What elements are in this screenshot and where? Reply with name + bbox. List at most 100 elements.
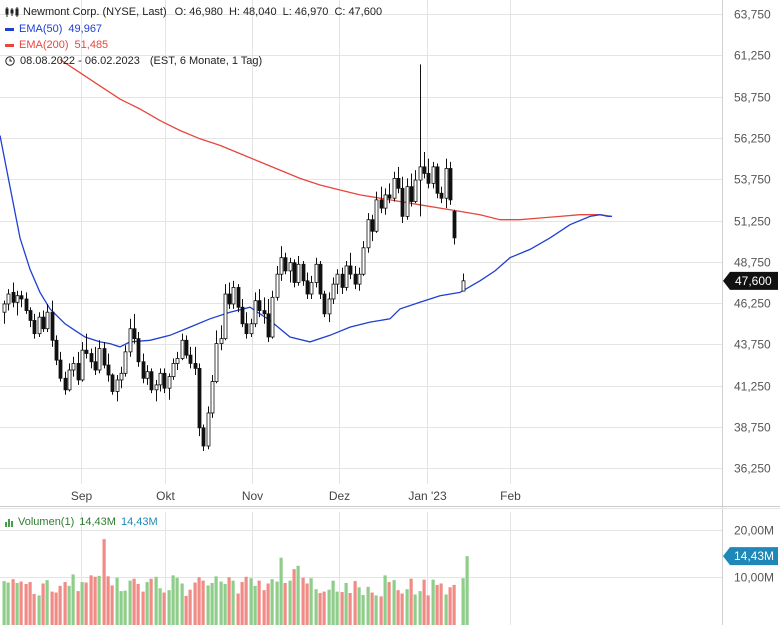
candle-body bbox=[301, 263, 306, 282]
volume-bar bbox=[283, 583, 287, 625]
volume-bar bbox=[292, 569, 296, 625]
period-note: (EST, 6 Monate, 1 Tag) bbox=[149, 55, 263, 67]
volume-bar bbox=[227, 577, 231, 625]
y-tick-label: 41,250 bbox=[734, 380, 771, 394]
candle bbox=[405, 178, 410, 220]
candle-body bbox=[275, 273, 280, 298]
candle bbox=[439, 186, 444, 204]
candle bbox=[141, 353, 146, 384]
candle-body bbox=[76, 363, 81, 381]
ema50-swatch bbox=[5, 27, 14, 31]
candle bbox=[452, 209, 457, 245]
volume-bar bbox=[379, 596, 383, 625]
candle-body bbox=[279, 257, 284, 275]
volume-bar bbox=[184, 595, 188, 625]
candle bbox=[357, 267, 362, 291]
candle bbox=[379, 186, 384, 214]
candle-body bbox=[93, 361, 98, 371]
volume-bar bbox=[58, 585, 62, 625]
candle bbox=[244, 312, 249, 339]
candle-body bbox=[435, 166, 440, 194]
candle-body bbox=[227, 293, 232, 305]
candles-icon bbox=[5, 7, 19, 17]
candle bbox=[374, 191, 379, 233]
candle bbox=[426, 158, 431, 189]
candle bbox=[366, 213, 371, 253]
candle bbox=[171, 358, 176, 380]
ema200-legend[interactable]: EMA(200) 51,485 bbox=[5, 39, 108, 51]
candle-body bbox=[115, 379, 120, 392]
candle-body bbox=[67, 369, 72, 391]
candle-body bbox=[331, 283, 336, 300]
candle bbox=[19, 290, 24, 308]
volume-bar bbox=[257, 580, 261, 625]
volume-bar bbox=[149, 578, 153, 625]
candle-body bbox=[162, 372, 167, 389]
candle bbox=[167, 373, 172, 400]
candle bbox=[387, 183, 392, 204]
volume-label: Volumen(1) bbox=[18, 516, 75, 528]
volume-bar bbox=[84, 582, 88, 625]
close-label: C: bbox=[334, 6, 346, 18]
volume-bar bbox=[210, 583, 214, 625]
volume-bar bbox=[24, 583, 28, 625]
high-value: 48,040 bbox=[242, 6, 277, 18]
volume-bar bbox=[340, 592, 344, 625]
x-tick-label: Okt bbox=[156, 489, 175, 503]
candle bbox=[63, 371, 68, 395]
candle-body bbox=[270, 296, 275, 338]
candle-body bbox=[219, 338, 224, 344]
volume-legend[interactable]: Volumen(1) 14,43M 14,43M bbox=[5, 516, 158, 528]
volume-bar bbox=[141, 591, 145, 625]
volume-bar bbox=[357, 587, 361, 625]
candle bbox=[102, 341, 107, 369]
volume-bar bbox=[266, 583, 270, 625]
candle-body bbox=[439, 192, 444, 199]
volume-bar bbox=[2, 581, 6, 625]
candle-body bbox=[32, 320, 37, 335]
y-tick-label: 48,750 bbox=[734, 256, 771, 270]
volume-bar bbox=[331, 580, 335, 625]
candle-body bbox=[309, 282, 314, 295]
candle-body bbox=[193, 363, 198, 369]
period-range: 08.08.2022 - 06.02.2023 bbox=[20, 55, 140, 67]
candle-body bbox=[197, 367, 202, 429]
symbol-label: Newmont Corp. (NYSE, Last) bbox=[23, 6, 167, 18]
candle bbox=[296, 256, 301, 286]
volume-bar bbox=[15, 583, 19, 625]
candle bbox=[392, 171, 397, 202]
candle-body bbox=[340, 273, 345, 288]
candle bbox=[149, 368, 154, 394]
candle-body bbox=[422, 166, 427, 174]
candle bbox=[188, 346, 193, 369]
candle bbox=[322, 290, 327, 318]
candle-body bbox=[379, 199, 384, 209]
candle-body bbox=[344, 265, 349, 288]
candle bbox=[348, 252, 353, 280]
candle-body bbox=[89, 353, 94, 363]
candle-body bbox=[11, 291, 16, 303]
candle-body bbox=[244, 323, 249, 335]
volume-bar bbox=[54, 592, 58, 625]
candle bbox=[24, 292, 29, 314]
candle-body bbox=[400, 187, 405, 217]
candle bbox=[214, 330, 219, 384]
candle-body bbox=[184, 339, 189, 356]
x-tick-label: Jan '23 bbox=[408, 489, 447, 503]
candle-body bbox=[396, 178, 401, 189]
candle-body bbox=[136, 338, 141, 363]
candle-body bbox=[374, 199, 379, 232]
candle-body bbox=[102, 348, 107, 366]
volume-bar bbox=[305, 583, 309, 625]
candle bbox=[80, 341, 85, 382]
candle-body bbox=[175, 358, 180, 364]
volume-bar bbox=[89, 575, 93, 625]
candle bbox=[184, 335, 189, 359]
volume-bar bbox=[76, 591, 80, 625]
candle-body bbox=[426, 173, 431, 184]
volume-bar bbox=[171, 575, 175, 625]
candle bbox=[431, 161, 436, 189]
ema50-value: 49,967 bbox=[68, 23, 103, 35]
volume-bar bbox=[136, 583, 140, 625]
ema50-legend[interactable]: EMA(50) 49,967 bbox=[5, 23, 102, 35]
